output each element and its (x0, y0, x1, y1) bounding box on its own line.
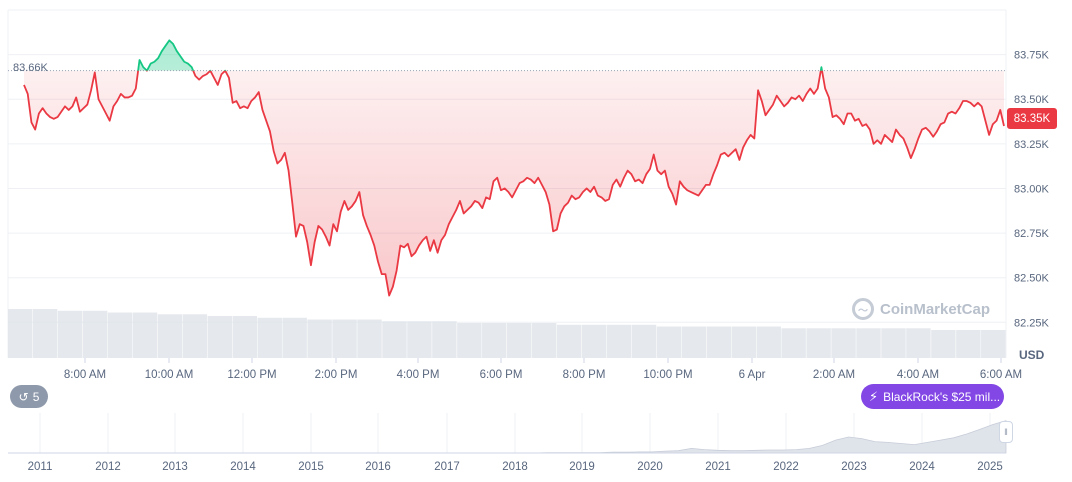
event-counter-button[interactable]: ↺ 5 (10, 385, 48, 408)
navigator-year-label: 2024 (909, 461, 935, 473)
volume-bar (981, 330, 1006, 358)
volume-bar (32, 309, 58, 358)
volume-bars (8, 309, 1006, 358)
price-line-down (23, 70, 1005, 297)
y-tick-label: 83.00K (1014, 183, 1050, 195)
volume-bar (706, 326, 732, 358)
y-tick-label: 83.50K (1014, 94, 1050, 106)
x-tick-label: 8:00 PM (563, 369, 606, 381)
volume-bar (507, 323, 532, 358)
volume-bar (432, 321, 457, 358)
volume-bar (806, 328, 831, 358)
x-tick-label: 10:00 AM (145, 369, 194, 381)
volume-bar (207, 316, 233, 358)
volume-bar (606, 324, 632, 358)
volume-bar (332, 319, 357, 358)
watermark: 〜 CoinMarketCap (852, 298, 990, 320)
y-tick-label: 82.50K (1014, 273, 1050, 285)
volume-bar (931, 330, 956, 358)
x-tick-label: 12:00 PM (227, 369, 276, 381)
volume-bar (581, 324, 607, 358)
navigator-year-label: 2016 (365, 461, 391, 473)
navigator-year-label: 2017 (434, 461, 460, 473)
volume-bar (556, 324, 582, 358)
navigator-year-label: 2014 (230, 461, 256, 473)
navigator-year-label: 2012 (95, 461, 121, 473)
navigator-year-label: 2022 (773, 461, 799, 473)
volume-bar (681, 326, 707, 358)
news-event-badge[interactable]: ⚡ BlackRock's $25 mil... (861, 384, 1004, 409)
navigator-year-label: 2023 (841, 461, 867, 473)
price-line (23, 39, 1005, 297)
volume-bar (282, 317, 307, 358)
volume-bar (82, 310, 108, 358)
y-tick-label: 83.25K (1014, 139, 1050, 151)
volume-bar (382, 321, 407, 358)
lightning-icon: ⚡ (869, 389, 879, 404)
volume-bar (881, 328, 906, 358)
volume-bar (182, 314, 208, 358)
event-count-value: 5 (32, 389, 40, 404)
currency-label: USD (1019, 348, 1045, 362)
volume-bar (57, 310, 83, 358)
volume-bar (157, 314, 183, 358)
navigator-year-label: 2013 (162, 461, 188, 473)
volume-bar (631, 324, 657, 358)
navigator-year-label: 2018 (502, 461, 528, 473)
volume-bar (232, 316, 257, 358)
volume-bar (781, 328, 806, 358)
range-navigator[interactable]: 2011 2012 2013 2014 2015 2016 2017 2018 2019 2020… (8, 413, 1007, 473)
volume-bar (407, 321, 432, 358)
price-line-up (137, 39, 823, 71)
x-tick-label: 4:00 AM (897, 369, 939, 381)
navigator-year-label: 2021 (705, 461, 731, 473)
navigator-year-label: 2015 (298, 461, 324, 473)
coinmarketcap-logo-icon: 〜 (852, 298, 874, 320)
volume-bar (8, 309, 33, 358)
reference-price-label: 83.66K (13, 62, 48, 74)
history-icon: ↺ (18, 389, 29, 404)
news-event-label: BlackRock's $25 mil... (883, 389, 1001, 404)
navigator-year-label: 2020 (637, 461, 663, 473)
volume-bar (132, 312, 158, 358)
x-axis: 8:00 AM 10:00 AM 12:00 PM 2:00 PM 4:00 PM 6:0… (64, 358, 1022, 381)
price-area (24, 40, 1004, 296)
navigator-year-label: 2019 (569, 461, 595, 473)
x-tick-label: 10:00 PM (643, 369, 692, 381)
x-tick-label: 4:00 PM (397, 369, 440, 381)
volume-bar (307, 319, 332, 358)
navigator-handle[interactable]: ‖ (999, 421, 1013, 443)
current-price-tag: 83.35K (1007, 108, 1057, 129)
y-tick-label: 82.75K (1014, 228, 1050, 240)
x-tick-label: 6 Apr (739, 369, 766, 381)
volume-bar (257, 317, 282, 358)
volume-bar (856, 328, 881, 358)
watermark-text: CoinMarketCap (880, 300, 991, 318)
volume-bar (107, 312, 133, 358)
volume-bar (956, 330, 981, 358)
volume-bar (457, 323, 482, 358)
x-tick-label: 2:00 AM (813, 369, 855, 381)
volume-bar (906, 328, 931, 358)
volume-bar (831, 328, 856, 358)
volume-bar (756, 326, 781, 358)
volume-bar (482, 323, 507, 358)
price-area-below (24, 70, 1004, 296)
navigator-year-label: 2011 (28, 461, 53, 473)
y-axis: 82.25K 82.50K 82.75K 83.00K 83.25K 83.50K 83.7… (1014, 50, 1050, 330)
volume-bar (731, 326, 756, 358)
x-tick-label: 8:00 AM (64, 369, 106, 381)
navigator-year-label: 2025 (977, 461, 1003, 473)
x-tick-label: 6:00 PM (480, 369, 523, 381)
volume-bar (531, 323, 557, 358)
volume-bar (656, 326, 682, 358)
y-tick-label: 83.75K (1014, 50, 1050, 62)
x-tick-label: 6:00 AM (980, 369, 1022, 381)
x-tick-label: 2:00 PM (315, 369, 358, 381)
volume-bar (357, 319, 382, 358)
y-tick-label: 82.25K (1014, 317, 1050, 329)
